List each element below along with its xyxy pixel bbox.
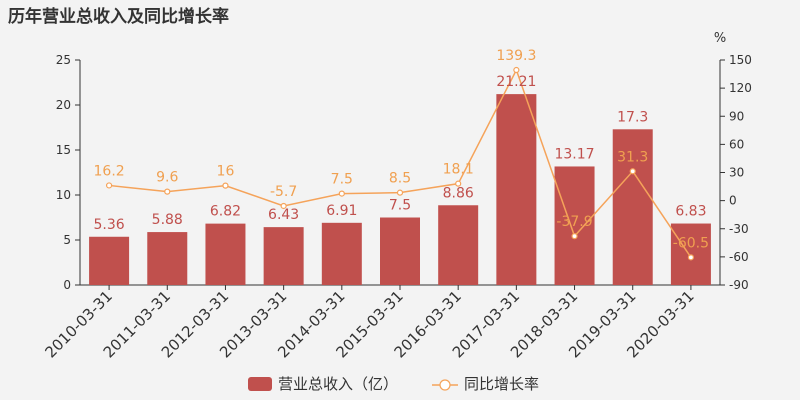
y-right-tick-label: 90 bbox=[729, 109, 744, 123]
bar-value-label: 6.43 bbox=[268, 207, 299, 223]
data-labels: 5.36 5.88 6.82 6.43 6.91 7.5 8.86 21.21 13.17 17.… bbox=[94, 48, 710, 251]
y-right-tick-label: 120 bbox=[729, 81, 752, 95]
line-value-label: 16 bbox=[217, 164, 235, 180]
line-value-label: 139.3 bbox=[496, 48, 536, 64]
y-right-tick-label: 0 bbox=[729, 194, 737, 208]
legend: 营业总收入（亿） 同比增长率 bbox=[248, 375, 539, 393]
line-point bbox=[105, 182, 113, 189]
line-point bbox=[280, 202, 287, 210]
line-point bbox=[629, 168, 636, 175]
line-value-label: 8.5 bbox=[389, 171, 411, 187]
line-point bbox=[687, 254, 695, 261]
bar-value-label: 6.82 bbox=[210, 204, 241, 220]
y-right-tick-label: -90 bbox=[729, 278, 749, 292]
line-value-label: 16.2 bbox=[94, 163, 125, 179]
bar bbox=[205, 223, 246, 285]
bar-value-label: 5.88 bbox=[152, 212, 183, 228]
bar-value-label: 21.21 bbox=[496, 74, 536, 90]
line-point bbox=[396, 189, 404, 196]
y-left-tick-label: 0 bbox=[63, 278, 71, 292]
bar bbox=[612, 129, 653, 285]
legend-bar-swatch bbox=[248, 377, 272, 391]
y-right-tick-label: 150 bbox=[729, 53, 752, 67]
bar-value-label: 5.36 bbox=[94, 217, 125, 233]
line-value-label: -60.5 bbox=[673, 235, 709, 251]
bar bbox=[89, 236, 130, 285]
bar-series bbox=[89, 94, 711, 285]
bar bbox=[263, 227, 304, 285]
line-value-label: -5.7 bbox=[270, 184, 297, 200]
y-left-tick-label: 15 bbox=[56, 143, 71, 157]
bar bbox=[321, 222, 362, 285]
line-point bbox=[513, 66, 520, 74]
line-value-label: 18.1 bbox=[443, 162, 474, 178]
bar-value-label: 6.83 bbox=[675, 204, 706, 220]
y-right-tick-label: -60 bbox=[729, 250, 749, 264]
line-point bbox=[222, 182, 229, 189]
axes: 0510152025-90-60-300306090120150%2010-03… bbox=[42, 31, 752, 361]
y-left-tick-label: 5 bbox=[63, 233, 71, 247]
line-value-label: 7.5 bbox=[331, 172, 353, 188]
y-right-tick-label: 30 bbox=[729, 166, 744, 180]
bar-value-label: 17.3 bbox=[617, 109, 648, 125]
line-value-label: -37.9 bbox=[556, 214, 592, 230]
bar bbox=[147, 232, 188, 285]
bar-value-label: 7.5 bbox=[389, 198, 411, 214]
bar-value-label: 8.86 bbox=[443, 185, 474, 201]
bar bbox=[496, 94, 537, 285]
bar-value-label: 13.17 bbox=[554, 146, 594, 162]
chart-title: 历年营业总收入及同比增长率 bbox=[8, 7, 229, 27]
bar bbox=[554, 166, 595, 285]
bar-value-label: 6.91 bbox=[326, 203, 357, 219]
y-left-tick-label: 20 bbox=[56, 98, 71, 112]
line-value-label: 31.3 bbox=[617, 149, 648, 165]
line-point bbox=[571, 233, 578, 240]
y-right-tick-label: -30 bbox=[729, 222, 749, 236]
y-right-tick-label: 60 bbox=[729, 137, 744, 151]
line-point bbox=[338, 190, 345, 197]
legend-line-label: 同比增长率 bbox=[464, 375, 539, 393]
line-point bbox=[164, 188, 171, 195]
y-right-unit: % bbox=[714, 31, 726, 46]
line-value-label: 9.6 bbox=[156, 170, 178, 186]
line-point bbox=[455, 180, 462, 187]
bar bbox=[438, 205, 479, 285]
y-left-tick-label: 10 bbox=[56, 188, 71, 202]
legend-bar-label: 营业总收入（亿） bbox=[278, 375, 398, 393]
legend-line-marker bbox=[439, 379, 451, 391]
line-series bbox=[105, 66, 695, 261]
bar bbox=[380, 217, 420, 285]
y-left-tick-label: 25 bbox=[56, 53, 71, 67]
